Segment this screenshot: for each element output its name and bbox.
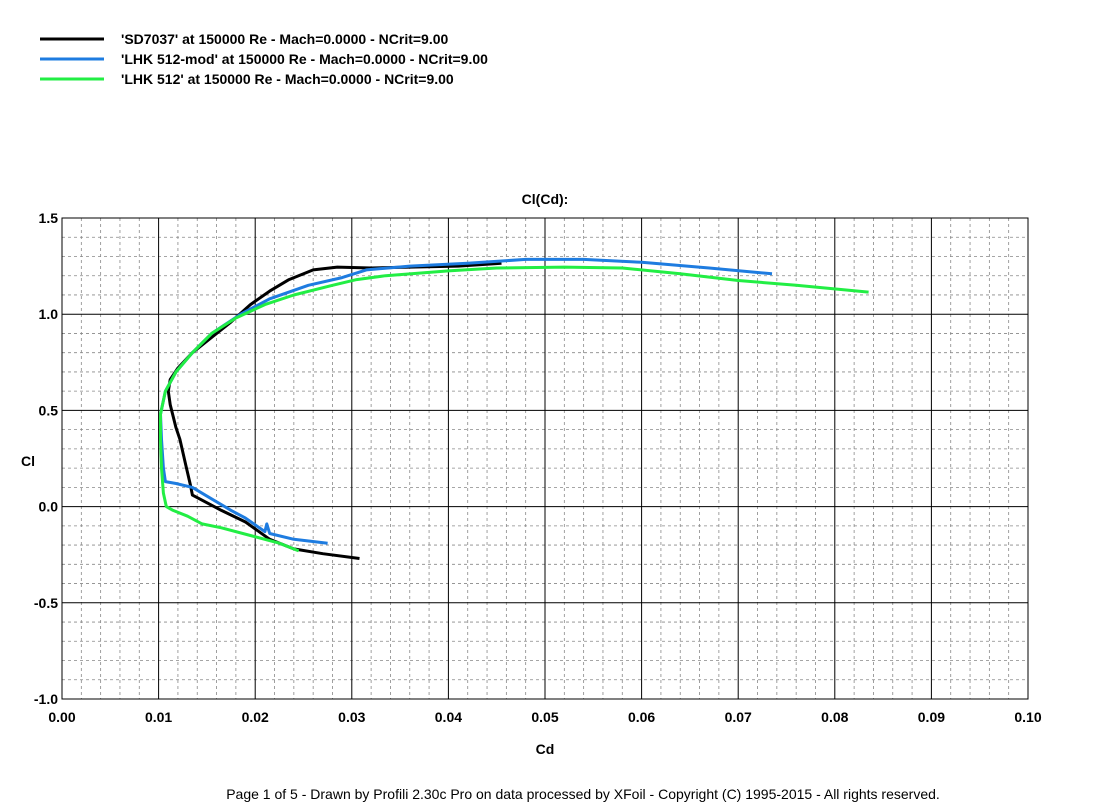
y-tick-label: 0.5 [39,402,59,418]
legend-label-lhk512mod: 'LHK 512-mod' at 150000 Re - Mach=0.0000… [121,51,488,67]
y-tick-label: -0.5 [34,595,58,611]
y-axis-title: Cl [21,453,35,469]
plot-area-border [61,217,1029,700]
y-tick-label: 0.0 [39,499,59,515]
x-tick-label: 0.00 [48,709,75,725]
legend-label-lhk512: 'LHK 512' at 150000 Re - Mach=0.0000 - N… [121,71,454,87]
chart-title: Cl(Cd): [522,191,569,207]
grid [62,218,1028,699]
x-tick-label: 0.08 [821,709,848,725]
series-line-2 [159,265,869,553]
footer-text: Page 1 of 5 - Drawn by Profili 2.30c Pro… [226,786,940,802]
y-tick-label: 1.0 [39,306,59,322]
x-tick-label: 0.09 [918,709,945,725]
x-tick-label: 0.04 [435,709,462,725]
x-tick-label: 0.02 [242,709,269,725]
series-lines [159,257,869,560]
legend-label-sd7037: 'SD7037' at 150000 Re - Mach=0.0000 - NC… [121,31,449,47]
x-tick-label: 0.07 [725,709,752,725]
x-tick-label: 0.05 [531,709,558,725]
legend: 'SD7037' at 150000 Re - Mach=0.0000 - NC… [40,31,488,87]
x-tick-label: 0.06 [628,709,655,725]
x-tick-label: 0.10 [1014,709,1041,725]
x-axis-title: Cd [536,741,555,757]
x-tick-label: 0.01 [145,709,172,725]
tick-labels: 0.00 0.01 0.02 0.03 0.04 0.05 0.06 0.07 0.08 0.09… [34,210,1042,725]
y-tick-label: -1.0 [34,691,58,707]
x-tick-label: 0.03 [338,709,365,725]
y-tick-label: 1.5 [39,210,59,226]
